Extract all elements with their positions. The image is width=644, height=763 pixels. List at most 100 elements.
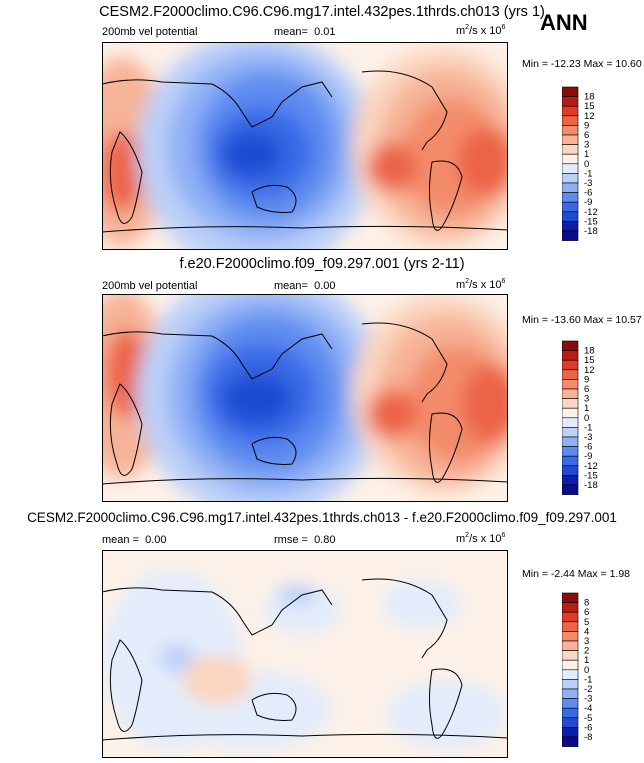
colorbar-tick-label: 2 <box>584 646 589 657</box>
colorbar-tick-label: -9 <box>584 451 592 462</box>
colorbar-tick-label: -1 <box>584 422 592 433</box>
colorbar-tick-label: -18 <box>584 480 598 491</box>
colorbar-tick-label: 6 <box>584 384 589 395</box>
panel2-mean: mean= 0.00 <box>274 280 336 292</box>
colorbar-box <box>562 669 579 680</box>
colorbar-tick-label: -12 <box>584 207 598 218</box>
colorbar-tick-label: 9 <box>584 374 589 385</box>
panel1-field-label: 200mb vel potential <box>102 26 198 38</box>
colorbar-tick-label: 4 <box>584 626 589 637</box>
colorbar-box <box>562 125 579 136</box>
panel1-coastlines <box>102 70 508 233</box>
colorbar-box <box>562 398 579 409</box>
colorbar-tick-label: 18 <box>584 346 595 357</box>
colorbar-tick-label: -6 <box>584 188 592 199</box>
colorbar-box <box>562 465 579 476</box>
colorbar-box <box>562 602 579 613</box>
colorbar-tick-label: -2 <box>584 684 592 695</box>
colorbar-tick-label: 0 <box>584 413 589 424</box>
colorbar-box <box>562 640 579 651</box>
colorbar-tick-label: 5 <box>584 617 589 628</box>
colorbar-box <box>562 698 579 709</box>
panel2-units: m2/s x 106 <box>456 278 506 291</box>
colorbar-box <box>562 427 579 438</box>
colorbar-tick-label: -1 <box>584 168 592 179</box>
panel2-minmax: Min = -13.60 Max = 10.57 <box>522 314 642 326</box>
colorbar-box <box>562 115 579 126</box>
colorbar-box <box>562 388 579 399</box>
colorbar-box <box>562 436 579 447</box>
colorbar-tick-label: 12 <box>584 365 595 376</box>
panel1-map <box>102 42 508 250</box>
colorbar-tick-label: -6 <box>584 722 592 733</box>
colorbar-box <box>562 592 579 603</box>
colorbar-box <box>562 679 579 690</box>
panel3-coastlines <box>102 578 508 741</box>
colorbar-tick-label: -3 <box>584 694 592 705</box>
panel1-mean-value: 0.01 <box>314 26 336 38</box>
colorbar-box <box>562 688 579 699</box>
colorbar-tick-label: 3 <box>584 140 589 151</box>
panel2-field-label: 200mb vel potential <box>102 280 198 292</box>
colorbar-tick-label: 15 <box>584 355 595 366</box>
panel3-title: CESM2.F2000climo.C96.C96.mg17.intel.432p… <box>27 510 617 525</box>
colorbar-box <box>562 717 579 728</box>
colorbar-box <box>562 475 579 486</box>
panel2-map <box>102 294 508 502</box>
colorbar-box <box>562 105 579 117</box>
colorbar-box <box>562 134 579 145</box>
panel1-minmax: Min = -12.23 Max = 10.60 <box>522 58 642 70</box>
colorbar-tick-label: 0 <box>584 159 589 170</box>
colorbar-box <box>562 446 579 457</box>
colorbar-tick-label: 3 <box>584 636 589 647</box>
colorbar-box <box>562 350 579 361</box>
season-label: ANN <box>540 10 588 35</box>
panel3-mean: mean = 0.00 <box>102 534 167 546</box>
colorbar-tick-label: 1 <box>584 149 589 160</box>
colorbar-box <box>562 407 579 419</box>
colorbar-tick-label: 6 <box>584 130 589 141</box>
colorbar-box <box>562 153 579 165</box>
colorbar-box <box>562 650 579 661</box>
panel3-minmax: Min = -2.44 Max = 1.98 <box>522 568 630 580</box>
colorbar-box <box>562 173 579 184</box>
colorbar-tick-label: -15 <box>584 470 598 481</box>
colorbar-tick-label: 15 <box>584 101 595 112</box>
colorbar-tick-label: 1 <box>584 655 589 666</box>
colorbar-tick-label: -5 <box>584 713 592 724</box>
colorbar-tick-label: 18 <box>584 92 595 103</box>
colorbar-tick-label: 1 <box>584 403 589 414</box>
colorbar-box <box>562 201 579 213</box>
colorbar-box <box>562 192 579 203</box>
colorbar-box <box>562 455 579 467</box>
colorbar-box <box>562 369 579 380</box>
colorbar-box <box>562 211 579 222</box>
colorbar-box <box>562 86 579 97</box>
colorbar-box <box>562 379 579 390</box>
colorbar-tick-label: -3 <box>584 432 592 443</box>
colorbar-tick-label: 3 <box>584 394 589 405</box>
panel1-units: m2/s x 106 <box>456 24 506 37</box>
colorbar-box <box>562 221 579 232</box>
colorbar-box <box>562 359 579 371</box>
colorbar-box <box>562 144 579 155</box>
colorbar-box <box>562 182 579 193</box>
colorbar-box <box>562 631 579 642</box>
colorbar-tick-label: 0 <box>584 665 589 676</box>
colorbar-tick-label: -6 <box>584 442 592 453</box>
panel2-title: f.e20.F2000climo.f09_f09.297.001 (yrs 2-… <box>179 256 465 272</box>
colorbar-box <box>562 417 579 428</box>
panel2-coastlines <box>102 322 508 485</box>
panel3-map <box>102 550 508 758</box>
colorbar-tick-label: 9 <box>584 120 589 131</box>
panel3-units: m2/s x 106 <box>456 532 506 545</box>
panel3-rmse: rmse = 0.80 <box>274 534 336 546</box>
colorbar-tick-label: -12 <box>584 461 598 472</box>
colorbar-tick-label: -9 <box>584 197 592 208</box>
colorbar-tick-label: 6 <box>584 607 589 618</box>
colorbar-tick-label: -1 <box>584 674 592 685</box>
colorbar-box <box>562 727 579 738</box>
colorbar-tick-label: -4 <box>584 703 592 714</box>
